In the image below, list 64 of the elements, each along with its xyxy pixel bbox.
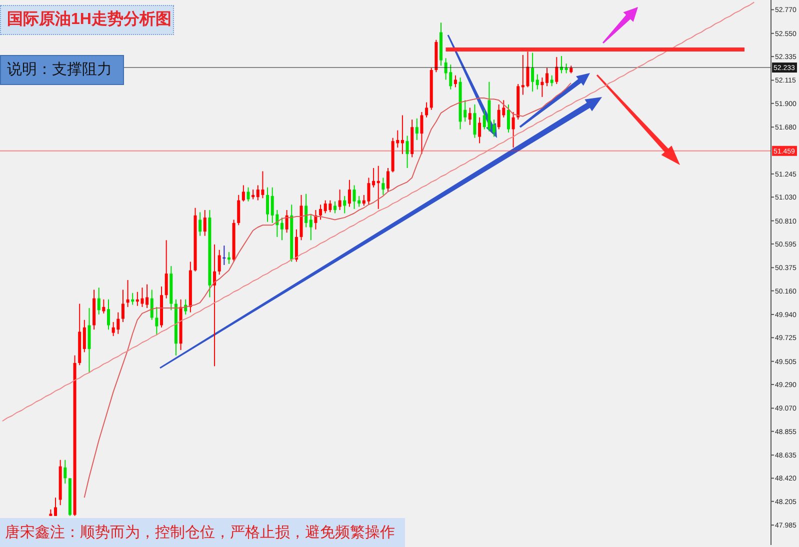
candlestick — [155, 306, 158, 336]
candlestick — [102, 298, 106, 314]
candlestick — [333, 200, 336, 214]
candlestick — [406, 135, 409, 169]
candlestick — [319, 204, 322, 220]
candlestick — [382, 177, 385, 196]
text: 说明：支撑阻力 — [7, 61, 112, 78]
candlestick — [420, 112, 424, 155]
candlestick — [54, 497, 58, 516]
candlestick — [88, 308, 91, 374]
candlestick — [564, 63, 568, 74]
candlestick — [280, 217, 284, 241]
candlestick — [294, 228, 298, 262]
candlestick — [415, 118, 418, 141]
candlestick — [64, 459, 67, 484]
candlestick — [338, 189, 342, 211]
candlestick — [107, 298, 110, 330]
candlestick — [425, 102, 428, 118]
candlestick — [213, 244, 216, 367]
text: 国际原油1H走势分析图 — [7, 11, 172, 28]
candlestick — [203, 210, 206, 236]
candlestick — [512, 112, 515, 148]
candlestick — [560, 56, 563, 74]
candlestick — [82, 319, 86, 353]
candlestick — [198, 212, 202, 236]
candlestick — [386, 168, 390, 192]
candlestick — [97, 287, 100, 316]
candlestick — [372, 168, 376, 188]
candlestick — [473, 104, 476, 138]
candlestick — [343, 196, 346, 214]
candlestick — [492, 119, 496, 138]
line-series — [84, 82, 572, 498]
candlestick — [304, 193, 308, 228]
candlestick — [531, 52, 534, 92]
candlestick — [555, 56, 558, 85]
candlestick — [309, 214, 312, 241]
annotation: 唐宋鑫注：顺势而为，控制仓位，严格止损，避免频繁操作 — [5, 524, 395, 541]
candlestick — [150, 289, 154, 320]
candlestick — [252, 189, 255, 200]
candlestick — [146, 284, 149, 309]
candlestick — [285, 210, 288, 234]
candlestick — [121, 289, 124, 323]
line-series — [2, 2, 755, 422]
candlestick — [164, 240, 168, 299]
candlestick — [400, 114, 404, 155]
candlestick — [478, 116, 482, 144]
candlestick — [237, 194, 240, 226]
candlestick — [266, 186, 270, 222]
candlestick — [540, 77, 544, 98]
candlestick — [454, 74, 457, 88]
candlestick — [536, 74, 539, 90]
candlestick — [546, 67, 549, 87]
candlestick — [218, 249, 221, 276]
candlestick — [550, 74, 554, 87]
candlestick — [222, 245, 226, 266]
candlestick — [348, 179, 351, 208]
candlestick — [227, 252, 230, 264]
candlestick — [246, 186, 250, 202]
candlestick — [506, 104, 510, 133]
candlestick — [126, 280, 130, 308]
candlestick — [376, 165, 380, 210]
candlestick — [131, 292, 134, 306]
candlestick — [242, 184, 245, 202]
candlestick — [468, 107, 472, 126]
